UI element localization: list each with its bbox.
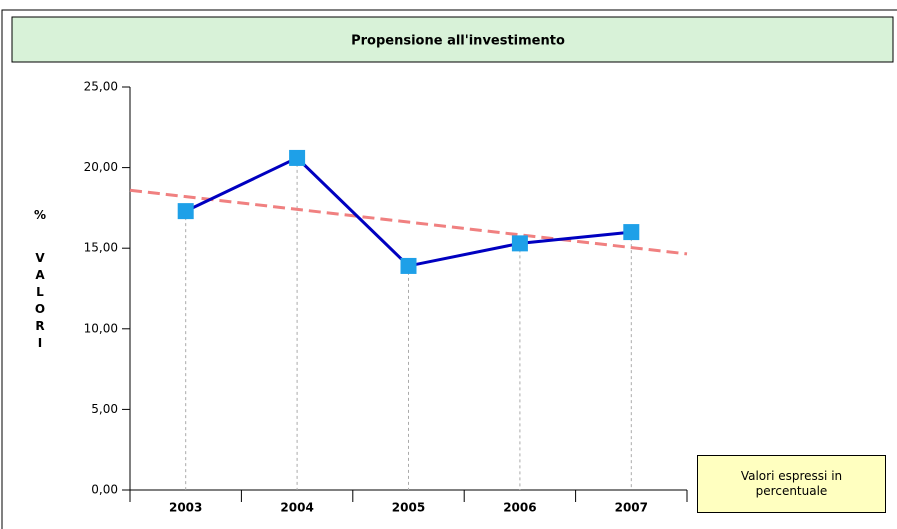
trend-line: [129, 188, 688, 256]
chart-title: Propensione all'investimento: [351, 34, 565, 49]
annotation: Valori espressi in percentuale: [697, 455, 886, 513]
y-axis-label: % V A L O R I: [34, 208, 46, 350]
series-line: [185, 156, 632, 268]
y-tick-label: 20,00: [84, 160, 118, 174]
x-tick-label: 2005: [392, 501, 425, 515]
x-tick-label: 2003: [169, 501, 202, 515]
y-tick-label: 15,00: [84, 241, 118, 255]
y-tick-label: 10,00: [84, 321, 118, 335]
point-marker: [400, 257, 417, 274]
point-marker: [177, 203, 194, 220]
y-tick-label: 0,00: [91, 483, 118, 497]
y-tick-label: 5,00: [91, 402, 118, 416]
frame: [1, 9, 897, 529]
point-marker: [289, 149, 306, 166]
x-tick-label: 2006: [503, 501, 536, 515]
x-tick-label: 2004: [280, 501, 313, 515]
x-tick-label: 2007: [615, 501, 648, 515]
point-marker: [511, 235, 528, 252]
point-marker: [623, 224, 640, 241]
y-tick-label: 25,00: [84, 80, 118, 94]
title-box: [11, 16, 894, 63]
